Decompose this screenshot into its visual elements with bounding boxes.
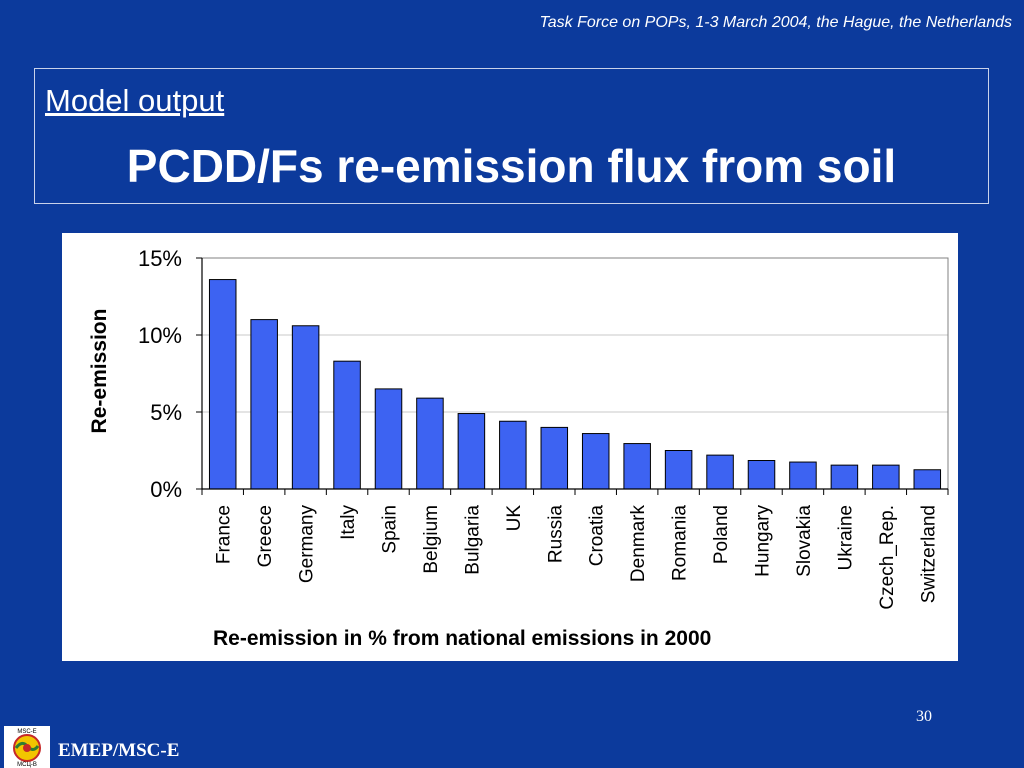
bar-belgium — [416, 397, 444, 490]
logo-text-bottom: МСЦ-В — [17, 762, 37, 768]
bar-greece — [250, 319, 278, 490]
bar-denmark — [623, 443, 651, 490]
slide-subtitle: Model output — [45, 83, 225, 118]
bar-russia — [540, 426, 569, 490]
x-tick-label: Belgium — [421, 505, 442, 574]
bar-france — [208, 279, 237, 490]
y-tick-label: 10% — [138, 323, 182, 348]
y-tick-label: 5% — [150, 400, 182, 425]
axes: 0% 5% 10% 15% France Greece Germany Italy Spain B… — [138, 246, 949, 610]
y-axis-label: Re-emission — [88, 309, 111, 434]
x-tick-label: Switzerland — [918, 505, 939, 603]
x-tick-label: Spain — [380, 505, 401, 554]
bar-italy — [333, 360, 361, 490]
bar-hungary — [747, 460, 776, 490]
x-tick-label: Germany — [297, 505, 318, 584]
x-tick-label: Denmark — [628, 505, 649, 583]
x-axis-label: Re-emission in % from national emissions… — [213, 627, 711, 650]
bar-croatia — [581, 433, 610, 490]
x-tick-label: Bulgaria — [462, 505, 483, 575]
x-tick-label: France — [214, 505, 235, 564]
x-tick-label: Hungary — [753, 505, 774, 577]
bar-germany — [291, 325, 320, 490]
bar-uk — [499, 420, 527, 490]
x-tick-label: Czech_Rep. — [877, 505, 898, 610]
bar-bulgaria — [457, 413, 486, 490]
organization-name: EMEP/MSC-E — [58, 740, 180, 761]
x-tick-label: Italy — [338, 505, 359, 540]
bar-switzerland — [913, 469, 942, 490]
chart-panel: 0% 5% 10% 15% France Greece Germany Italy Spain B… — [62, 233, 958, 661]
bar-spain — [374, 388, 403, 490]
page-number: 30 — [916, 708, 932, 725]
x-tick-label: Romania — [670, 505, 691, 581]
emep-logo: MSC-E МСЦ-В — [4, 726, 50, 768]
y-tick-label: 0% — [150, 477, 182, 502]
event-note: Task Force on POPs, 1-3 March 2004, the … — [539, 14, 1012, 31]
x-tick-label: Ukraine — [835, 505, 856, 570]
bar-slovakia — [789, 461, 817, 490]
bar-ukraine — [830, 464, 859, 490]
logo-text-top: MSC-E — [17, 729, 36, 735]
x-tick-label: UK — [504, 505, 525, 532]
bars — [208, 279, 942, 490]
bar-poland — [706, 454, 734, 490]
bar-romania — [664, 450, 693, 490]
slide-title: PCDD/Fs re-emission flux from soil — [126, 140, 897, 192]
bar-czech-rep- — [872, 464, 900, 490]
title-box: Model output PCDD/Fs re-emission flux fr… — [34, 68, 989, 204]
bar-chart: 0% 5% 10% 15% France Greece Germany Italy Spain B… — [88, 246, 949, 650]
x-tick-label: Greece — [255, 505, 276, 567]
x-tick-label: Croatia — [587, 505, 608, 567]
x-tick-label: Poland — [711, 505, 732, 564]
x-tick-label: Slovakia — [794, 505, 815, 577]
x-tick-label: Russia — [545, 505, 566, 564]
y-tick-label: 15% — [138, 246, 182, 271]
